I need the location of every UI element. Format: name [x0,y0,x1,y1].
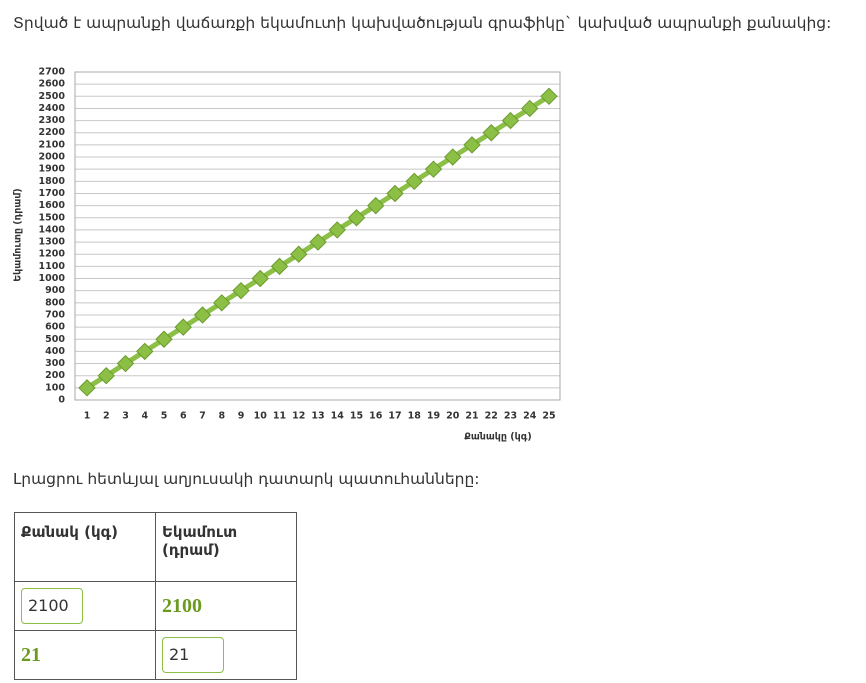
marker [116,354,135,373]
x-tick-label: 12 [292,411,305,422]
x-tick-label: 15 [350,411,363,422]
header-cell: Քանակ (կգ) [14,512,156,582]
x-tick-label: 1 [84,411,91,422]
marker [270,257,289,276]
y-tick-label: 300 [45,358,65,369]
x-tick-label: 4 [141,411,148,422]
marker [501,111,520,130]
y-tick-label: 1800 [39,176,66,187]
y-tick-label: 800 [45,297,65,308]
y-tick-label: 1300 [39,237,66,248]
y-tick-label: 500 [45,334,65,345]
marker [540,87,558,106]
cell: 21 [14,630,156,680]
header-cell: Եկամուտ (դրամ) [155,512,297,582]
marker [251,269,269,288]
x-tick-label: 7 [199,411,206,422]
y-tick-label: 1400 [39,224,66,235]
x-tick-label: 16 [369,411,383,422]
y-tick-label: 0 [58,395,65,406]
x-tick-label: 17 [388,411,401,422]
x-tick-label: 20 [446,411,460,422]
marker [174,318,192,336]
marker [97,366,115,385]
marker [290,245,308,263]
y-tick-label: 100 [45,382,65,393]
marker [136,342,154,361]
instruction: Լրացրու հետևյալ աղյուսակի դատարկ պատուհա… [13,470,480,488]
y-tick-label: 2200 [39,127,66,138]
x-tick-label: 6 [180,411,187,422]
x-tick-label: 11 [273,411,286,422]
input[interactable]: 2100 [21,588,83,624]
marker [78,379,96,397]
y-tick-label: 900 [45,285,65,296]
marker [347,209,366,227]
chart: Եկամուտը (դրամ) Քանակը (կգ) 0 10020030040… [13,67,561,443]
x-tick-label: 8 [218,411,225,422]
x-tick-label: 13 [311,411,324,422]
x-tick-label: 2 [103,411,110,422]
x-tick-label: 24 [523,411,537,422]
y-tick-label: 1100 [39,261,66,272]
y-tick-label: 1600 [39,200,66,211]
y-tick-label: 700 [45,309,65,320]
x-tick-label: 25 [542,411,555,422]
marker [367,196,385,215]
y-tick-label: 1500 [39,212,66,223]
x-tick-label: 14 [331,411,345,422]
marker [521,99,539,118]
cell: 21 [155,630,297,680]
x-tick-label: 23 [504,411,517,422]
y-tick-label: 2100 [39,139,66,150]
y-tick-label: 2000 [39,152,66,163]
marker [232,281,250,300]
plot-border [74,71,561,401]
y-tick-label: 200 [45,370,65,381]
y-tick-label: 1900 [39,164,66,175]
x-tick-label: 19 [427,411,440,422]
x-axis-title: Քանակը (կգ) [464,432,532,443]
y-tick-label: 2400 [39,103,66,114]
cell: 2100 [14,581,156,631]
marker [386,184,404,203]
cell: 2100 [155,581,297,631]
marker [328,221,346,239]
x-tick-label: 5 [161,411,168,422]
marker [155,330,173,348]
table: Քանակ (կգ) Եկամուտ (դրամ) 2100 2100 21 21 [14,512,297,680]
marker [482,124,500,142]
y-tick-label: 2300 [39,115,66,126]
x-tick-label: 22 [485,411,498,422]
y-tick-label: 1200 [39,249,66,260]
y-tick-label: 2600 [39,79,66,90]
marker [463,136,481,154]
y-tick-label: 600 [45,322,65,333]
question: Տրված է ապրանքի վաճառքի եկամուտի կախվածո… [13,14,832,32]
y-axis-title: Եկամուտը (դրամ) [13,188,24,282]
y-tick-label: 1700 [39,188,66,199]
marker [424,160,443,178]
y-tick-label: 400 [45,346,65,357]
marker [193,306,212,324]
marker [213,294,231,312]
x-tick-label: 3 [122,411,129,422]
x-tick-label: 18 [408,411,422,422]
x-tick-label: 9 [238,411,245,422]
marker [405,172,423,191]
y-tick-label: 2700 [39,67,66,78]
input[interactable]: 21 [162,637,224,673]
marker [309,233,327,251]
y-tick-label: 2500 [39,91,66,102]
x-tick-label: 21 [465,411,478,422]
y-tick-label: 1000 [39,273,66,284]
x-tick-label: 10 [254,411,268,422]
marker [444,148,462,166]
